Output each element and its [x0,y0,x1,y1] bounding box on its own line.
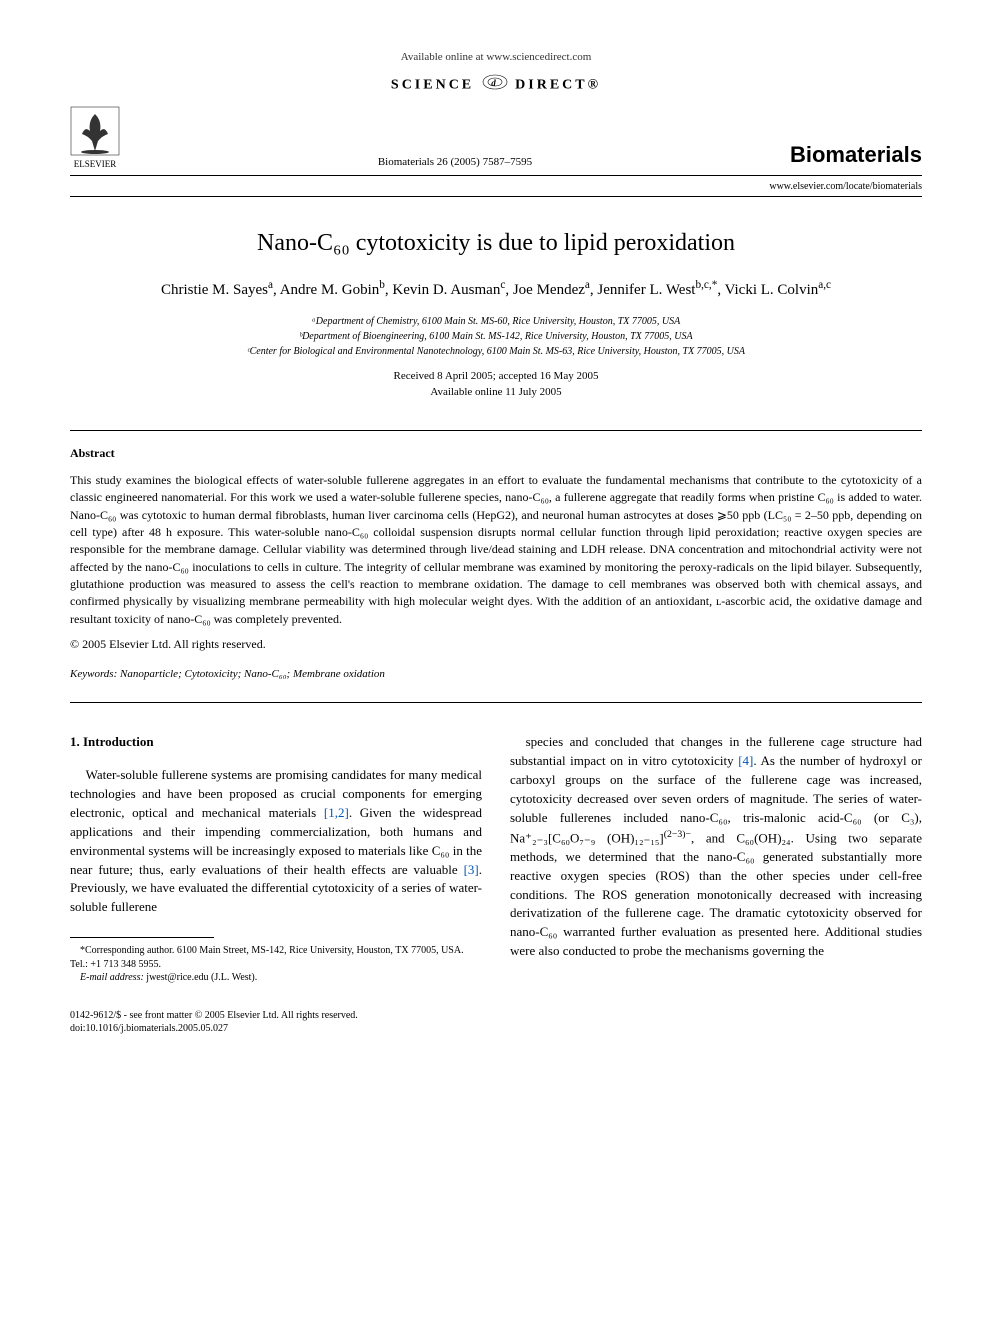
abstract-text: This study examines the biological effec… [70,472,922,629]
elsevier-logo: ELSEVIER [70,106,120,171]
keywords-label: Keywords: [70,668,117,680]
header-top: Available online at www.sciencedirect.co… [70,50,922,98]
article-dates: Received 8 April 2005; accepted 16 May 2… [70,369,922,400]
affiliation-a: ᵃDepartment of Chemistry, 6100 Main St. … [70,315,922,329]
intro-para-col1: Water-soluble fullerene systems are prom… [70,766,482,917]
locate-url-text[interactable]: www.elsevier.com/locate/biomaterials [769,181,922,192]
authors-line: Christie M. Sayesa, Andre M. Gobinb, Kev… [70,278,922,301]
affiliation-c: ᶜCenter for Biological and Environmental… [70,345,922,359]
elsevier-tree-icon [70,106,120,156]
sd-text-2: DIRECT® [515,78,601,93]
corresponding-author: *Corresponding author. 6100 Main Street,… [70,944,482,971]
abstract-heading: Abstract [70,445,922,462]
intro-para-col2: species and concluded that changes in th… [510,733,922,960]
abstract-copyright: © 2005 Elsevier Ltd. All rights reserved… [70,636,922,653]
footer-doi: doi:10.1016/j.biomaterials.2005.05.027 [70,1022,922,1036]
svg-text:d: d [491,78,499,88]
email-address[interactable]: jwest@rice.edu (J.L. West). [146,972,257,983]
divider-bottom [70,702,922,703]
intro-heading: 1. Introduction [70,733,482,752]
keywords-list: Nanoparticle; Cytotoxicity; Nano-C₆₀; Me… [120,668,385,680]
elsevier-label: ELSEVIER [70,158,120,171]
sd-text-1: SCIENCE [391,78,474,93]
article-title: Nano-C₆₀ cytotoxicity is due to lipid pe… [70,227,922,261]
citation-text: Biomaterials 26 (2005) 7587–7595 [120,155,790,170]
page-footer: 0142-9612/$ - see front matter © 2005 El… [70,1009,922,1036]
keywords-line: Keywords: Nanoparticle; Cytotoxicity; Na… [70,667,922,682]
sd-at-icon: d [481,73,509,98]
email-line: E-mail address: jwest@rice.edu (J.L. Wes… [70,971,482,985]
footer-front-matter: 0142-9612/$ - see front matter © 2005 El… [70,1009,922,1023]
available-online-text: Available online at www.sciencedirect.co… [70,50,922,65]
affiliation-b: ᵇDepartment of Bioengineering, 6100 Main… [70,330,922,344]
header-row: ELSEVIER Biomaterials 26 (2005) 7587–759… [70,106,922,176]
footnote-divider [70,937,214,938]
received-date: Received 8 April 2005; accepted 16 May 2… [70,369,922,384]
column-left: 1. Introduction Water-soluble fullerene … [70,733,482,984]
science-direct-logo: SCIENCE d DIRECT® [70,73,922,98]
journal-brand: Biomaterials [790,140,922,171]
affiliations: ᵃDepartment of Chemistry, 6100 Main St. … [70,315,922,359]
header-locate-url: www.elsevier.com/locate/biomaterials [70,178,922,197]
divider-top [70,430,922,431]
email-label: E-mail address: [80,972,144,983]
column-right: species and concluded that changes in th… [510,733,922,984]
body-columns: 1. Introduction Water-soluble fullerene … [70,733,922,984]
online-date: Available online 11 July 2005 [70,385,922,400]
